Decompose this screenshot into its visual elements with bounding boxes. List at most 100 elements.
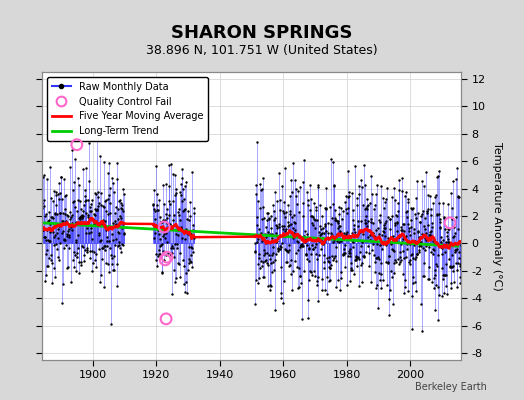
Point (280, 199, 288, 205)
Point (287, 221, 295, 228)
Point (287, 257, 296, 263)
Point (385, 296, 393, 302)
Point (60, 245, 68, 252)
Point (367, 218, 375, 225)
Point (49, 265, 58, 271)
Point (160, 224, 168, 230)
Point (66, 209, 74, 215)
Point (81, 187, 89, 194)
Point (38, 224, 47, 230)
Point (69, 198, 78, 205)
Point (80, 258, 88, 264)
Point (351, 253, 359, 260)
Point (423, 208, 431, 214)
Point (382, 196, 390, 202)
Point (312, 203, 321, 210)
Point (181, 182, 190, 189)
Point (58, 230, 67, 236)
Point (52, 192, 61, 199)
Point (368, 231, 376, 238)
Point (299, 200, 307, 207)
Point (385, 253, 394, 259)
Point (417, 213, 425, 220)
Point (179, 186, 187, 192)
Point (69, 222, 77, 229)
Point (424, 276, 433, 282)
Point (272, 251, 280, 257)
Point (181, 226, 190, 232)
Point (290, 230, 298, 237)
Point (250, 248, 259, 254)
Point (322, 185, 330, 192)
Point (96, 202, 105, 208)
Point (365, 250, 374, 256)
Point (365, 237, 374, 244)
Point (442, 233, 451, 239)
Point (292, 238, 301, 244)
Point (102, 197, 111, 204)
Point (449, 178, 457, 184)
Point (433, 252, 442, 258)
Point (73, 254, 81, 260)
Point (188, 264, 196, 270)
Point (276, 245, 285, 252)
Point (109, 180, 117, 186)
Point (48, 214, 57, 221)
Point (160, 227, 168, 233)
Point (66, 226, 74, 232)
Point (79, 166, 88, 172)
Point (170, 254, 178, 260)
Point (151, 223, 159, 229)
Point (316, 232, 324, 238)
Point (183, 290, 192, 296)
Point (305, 277, 313, 284)
Point (400, 228, 408, 234)
Point (55, 180, 63, 186)
Point (359, 161, 368, 168)
Point (405, 228, 413, 234)
Point (338, 236, 346, 242)
Point (332, 258, 341, 264)
Point (387, 268, 395, 275)
Point (331, 217, 340, 223)
Point (264, 283, 272, 289)
Point (326, 156, 335, 163)
Point (370, 232, 378, 239)
Point (254, 236, 262, 242)
Point (391, 197, 400, 204)
Point (68, 220, 76, 226)
Point (454, 192, 462, 199)
Point (156, 214, 164, 220)
Point (87, 208, 95, 214)
Point (420, 273, 428, 279)
Point (306, 182, 314, 188)
Point (117, 205, 125, 211)
Point (363, 202, 372, 209)
Point (392, 238, 400, 244)
Point (80, 202, 88, 208)
Point (317, 237, 325, 243)
Point (312, 251, 320, 257)
Point (274, 245, 282, 252)
Point (279, 300, 287, 306)
Point (265, 216, 273, 222)
Point (339, 234, 347, 240)
Point (268, 252, 276, 258)
Point (294, 284, 303, 290)
Point (311, 225, 319, 232)
Point (106, 210, 114, 216)
Point (274, 248, 282, 254)
Point (51, 274, 59, 280)
Point (79, 243, 87, 250)
Point (112, 176, 121, 182)
Point (447, 216, 456, 222)
Point (455, 254, 463, 261)
Point (320, 259, 328, 265)
Point (373, 182, 381, 188)
Point (49, 224, 57, 230)
Point (87, 224, 95, 231)
Point (337, 216, 346, 222)
Point (353, 194, 361, 201)
Point (252, 301, 260, 308)
Point (305, 268, 314, 274)
